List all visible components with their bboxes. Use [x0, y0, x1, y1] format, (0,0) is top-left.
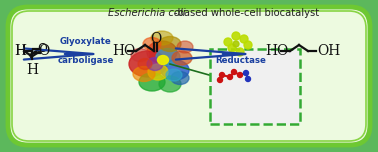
Circle shape: [231, 69, 237, 74]
Circle shape: [228, 74, 232, 79]
Ellipse shape: [147, 41, 177, 63]
Circle shape: [224, 38, 232, 46]
Text: H: H: [26, 63, 38, 77]
Ellipse shape: [159, 36, 181, 52]
FancyBboxPatch shape: [8, 7, 370, 145]
Ellipse shape: [148, 64, 168, 80]
Ellipse shape: [166, 69, 182, 81]
Text: O: O: [37, 43, 47, 55]
Circle shape: [228, 44, 236, 52]
Ellipse shape: [156, 48, 180, 66]
Text: H: H: [15, 43, 25, 57]
Text: O: O: [150, 32, 162, 46]
Text: Reductase: Reductase: [215, 56, 266, 65]
Circle shape: [245, 76, 251, 81]
Circle shape: [244, 41, 252, 49]
Ellipse shape: [159, 76, 181, 92]
Ellipse shape: [147, 57, 163, 71]
Circle shape: [237, 73, 243, 78]
Ellipse shape: [138, 59, 152, 69]
Ellipse shape: [158, 55, 169, 64]
FancyBboxPatch shape: [2, 2, 376, 150]
Circle shape: [220, 73, 225, 78]
Ellipse shape: [161, 60, 189, 80]
Ellipse shape: [139, 73, 165, 91]
Text: HO: HO: [265, 44, 288, 58]
Circle shape: [233, 41, 239, 47]
Circle shape: [236, 48, 244, 56]
FancyBboxPatch shape: [210, 49, 300, 124]
Circle shape: [217, 78, 223, 83]
Text: -based whole-cell biocatalyst: -based whole-cell biocatalyst: [174, 8, 319, 18]
Ellipse shape: [143, 38, 161, 50]
Circle shape: [243, 71, 248, 76]
Text: Escherichia coli: Escherichia coli: [108, 8, 186, 18]
Text: carboligase: carboligase: [58, 56, 114, 65]
Ellipse shape: [172, 51, 192, 65]
Ellipse shape: [133, 67, 155, 81]
Ellipse shape: [171, 71, 189, 85]
Ellipse shape: [129, 51, 167, 77]
Text: H: H: [14, 44, 26, 58]
Ellipse shape: [131, 48, 149, 62]
Text: HO: HO: [112, 44, 135, 58]
Ellipse shape: [177, 41, 193, 53]
Ellipse shape: [151, 31, 173, 45]
Circle shape: [232, 32, 240, 40]
Text: O: O: [39, 44, 50, 58]
Text: Glyoxylate: Glyoxylate: [60, 37, 112, 46]
Text: OH: OH: [317, 44, 340, 58]
Circle shape: [240, 35, 248, 43]
